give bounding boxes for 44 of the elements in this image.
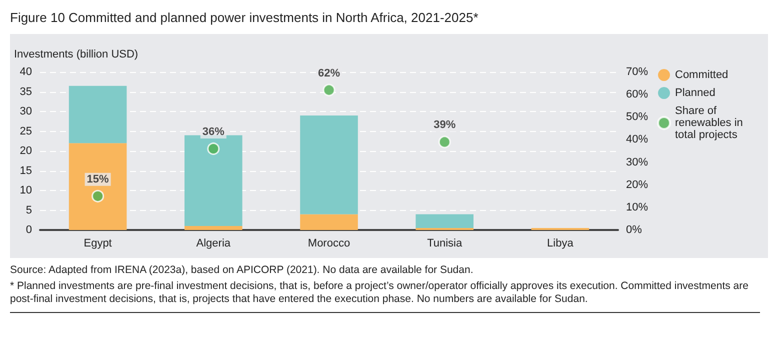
y2-tick-label: 20%: [626, 178, 648, 191]
y2-tick-label: 60%: [626, 88, 648, 101]
y-tick-label: 0: [26, 224, 32, 236]
source-note: Source: Adapted from IRENA (2023a), based on APICORP (2021). No data are available for Sudan.: [10, 264, 474, 277]
y-tick-label: 10: [20, 184, 32, 196]
bar: [68, 143, 127, 230]
data-label: 36%: [202, 126, 225, 138]
legend-label: Share of renewables in total projects: [675, 105, 746, 141]
y2-tick-label: 0%: [626, 224, 642, 236]
point: [92, 190, 104, 202]
bar: [184, 135, 242, 226]
bar: [300, 214, 358, 230]
bar: [416, 214, 474, 228]
chart-title: Figure 10 Committed and planned power investments in North Africa, 2021-2025*: [10, 10, 478, 25]
y2-tick-label: 30%: [626, 156, 648, 168]
x-tick-label: Egypt: [84, 238, 112, 250]
data-label: 15%: [86, 173, 110, 186]
y-tick-label: 5: [26, 204, 32, 216]
y-tick-label: 30: [20, 106, 32, 118]
data-label: 62%: [318, 67, 340, 80]
y-tick-label: 25: [20, 125, 32, 138]
x-tick-label: Libya: [547, 238, 574, 250]
y-tick-label: 15: [20, 164, 32, 177]
point: [438, 136, 451, 148]
x-tick-label: Morocco: [308, 238, 350, 250]
point: [322, 84, 336, 96]
y-axis-title: Investments (billion USD): [14, 48, 138, 60]
y-tick-label: 20: [20, 145, 32, 157]
bar: [300, 115, 358, 214]
bar: [68, 86, 127, 144]
bar: [184, 226, 242, 230]
y2-tick-label: 10%: [626, 201, 648, 214]
point: [207, 142, 220, 155]
legend-label: Committed: [675, 69, 728, 81]
y-tick-label: 40: [20, 66, 32, 78]
text: * Planned investments are pre-final investment decisions, that is, before a project’s owner/operator officially approves its execution. Committed investments are post-final investment decisions, that is, projects that have entered the execution phase. No numbers are available for Sudan.: [10, 280, 750, 306]
x-tick-label: Algeria: [196, 238, 232, 250]
data-label: 39%: [434, 119, 456, 132]
y2-tick-label: 70%: [626, 66, 648, 78]
y2-tick-label: 40%: [626, 134, 648, 146]
y2-tick-label: 50%: [626, 111, 648, 124]
x-tick-label: Tunisia: [427, 238, 464, 250]
y-tick-label: 35: [20, 86, 32, 98]
legend-label: Planned: [675, 87, 716, 99]
